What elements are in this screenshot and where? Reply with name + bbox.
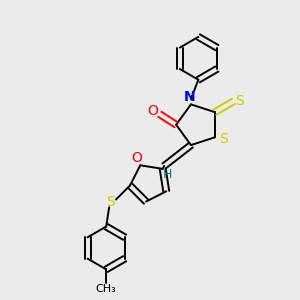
Text: CH₃: CH₃ (96, 284, 117, 294)
Text: O: O (131, 151, 142, 165)
Text: H: H (163, 168, 172, 181)
Text: S: S (106, 195, 115, 209)
Text: S: S (219, 132, 228, 146)
Text: O: O (147, 104, 158, 118)
Text: S: S (236, 94, 244, 108)
Text: N: N (184, 90, 195, 104)
